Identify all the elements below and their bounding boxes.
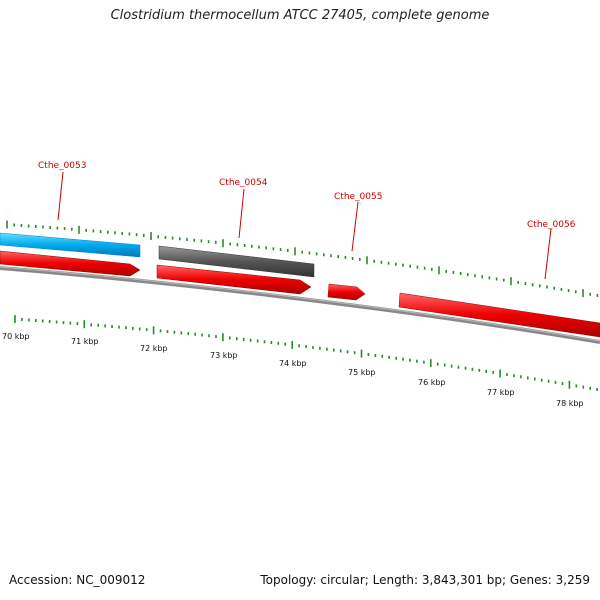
cds-cthe-0053[interactable]	[0, 232, 141, 258]
kbp-label: 74 kbp	[279, 359, 307, 368]
leader-line-cthe-0056	[544, 228, 552, 280]
kbp-label: 78 kbp	[556, 399, 584, 408]
genome-summary-text: Topology: circular; Length: 3,843,301 bp…	[260, 573, 590, 587]
kbp-label: 77 kbp	[487, 388, 515, 397]
kbp-label: 71 kbp	[71, 337, 99, 346]
kbp-label: 73 kbp	[210, 351, 238, 360]
kbp-label: 76 kbp	[418, 378, 446, 387]
cds-red-arrow-2[interactable]	[156, 264, 312, 295]
kbp-label: 75 kbp	[348, 368, 376, 377]
leader-line-cthe-0055	[351, 201, 359, 252]
kbp-label: 70 kbp	[2, 332, 30, 341]
label-cthe-0055[interactable]: Cthe_0055	[334, 192, 382, 202]
inner-tick-track	[14, 315, 598, 391]
leader-line-cthe-0054	[238, 188, 245, 239]
map-title: Clostridium thermocellum ATCC 27405, com…	[110, 8, 490, 23]
label-cthe-0054[interactable]: Cthe_0054	[219, 178, 268, 188]
cds-cthe-0054[interactable]	[158, 245, 315, 278]
cds-red-arrow-1[interactable]	[0, 250, 141, 277]
accession-text: Accession: NC_009012	[9, 573, 146, 587]
leader-line-cthe-0053	[57, 171, 64, 221]
label-cthe-0053[interactable]: Cthe_0053	[38, 161, 86, 171]
label-cthe-0056[interactable]: Cthe_0056	[527, 220, 576, 230]
kbp-label: 72 kbp	[140, 344, 168, 353]
outer-tick-track	[6, 220, 599, 298]
cds-cthe-0055[interactable]	[327, 283, 366, 301]
genome-backbone-highlight	[0, 266, 600, 342]
cds-cthe-0056[interactable]	[398, 292, 600, 338]
genome-backbone	[0, 266, 600, 344]
